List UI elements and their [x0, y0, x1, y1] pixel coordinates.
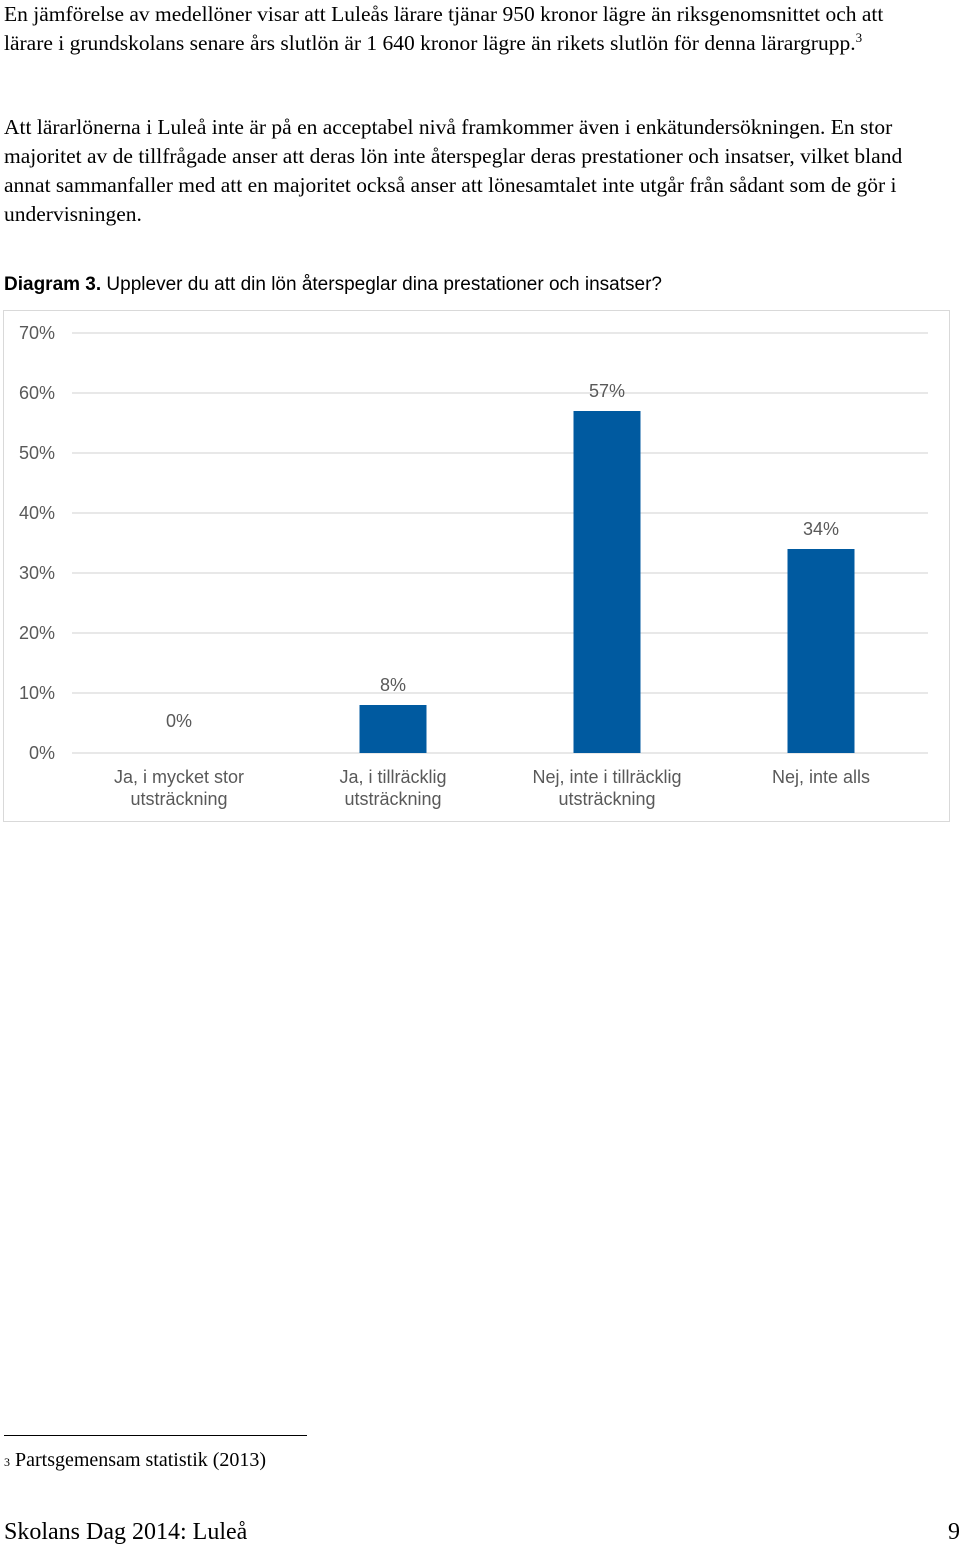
- footer-title: Skolans Dag 2014: Luleå: [4, 1519, 248, 1545]
- category-label: Nej, inte i tillräcklig: [532, 767, 681, 787]
- category-label: Ja, i mycket stor: [114, 767, 244, 787]
- category-label: utsträckning: [558, 789, 655, 809]
- footnote-reference[interactable]: 3: [855, 30, 863, 45]
- bar: [787, 549, 855, 753]
- category-label: utsträckning: [130, 789, 227, 809]
- bar: [573, 411, 641, 753]
- data-label: 34%: [803, 519, 839, 539]
- paragraph-survey-findings: Att lärarlönerna i Luleå inte är på en a…: [4, 113, 934, 229]
- paragraph-salary-comparison: En jämförelse av medellöner visar att Lu…: [4, 0, 934, 58]
- footnote-text: Partsgemensam statistik (2013): [10, 1449, 267, 1471]
- diagram-caption-label: Diagram 3.: [4, 274, 102, 295]
- bar: [359, 705, 427, 753]
- diagram-caption-text: Upplever du att din lön återspeglar dina…: [101, 274, 662, 295]
- footnote: 3 Partsgemensam statistik (2013): [4, 1446, 266, 1474]
- y-tick-label: 10%: [19, 683, 55, 703]
- y-tick-label: 0%: [29, 743, 55, 763]
- y-tick-label: 50%: [19, 443, 55, 463]
- y-tick-label: 40%: [19, 503, 55, 523]
- bar-chart: 0% 10% 20% 30% 40% 50% 60% 70% 0% Ja, i mycket st…: [3, 310, 950, 822]
- paragraph-text: En jämförelse av medellöner visar att Lu…: [4, 2, 884, 55]
- paragraph-text: Att lärarlönerna i Luleå inte är på en a…: [4, 115, 903, 226]
- category-label: Ja, i tillräcklig: [339, 767, 446, 787]
- diagram-caption: Diagram 3. Upplever du att din lön åters…: [4, 271, 662, 299]
- page-number: 9: [948, 1519, 960, 1545]
- data-label: 0%: [166, 711, 192, 731]
- data-label: 57%: [589, 381, 625, 401]
- y-tick-label: 20%: [19, 623, 55, 643]
- y-tick-label: 60%: [19, 383, 55, 403]
- y-tick-label: 70%: [19, 323, 55, 343]
- footnote-separator: [4, 1435, 307, 1436]
- category-label: Nej, inte alls: [772, 767, 870, 787]
- bar-chart-canvas: 0% 10% 20% 30% 40% 50% 60% 70% 0% Ja, i mycket st…: [19, 323, 928, 809]
- category-label: utsträckning: [344, 789, 441, 809]
- y-tick-label: 30%: [19, 563, 55, 583]
- footnote-number: 3: [4, 1455, 10, 1469]
- data-label: 8%: [380, 675, 406, 695]
